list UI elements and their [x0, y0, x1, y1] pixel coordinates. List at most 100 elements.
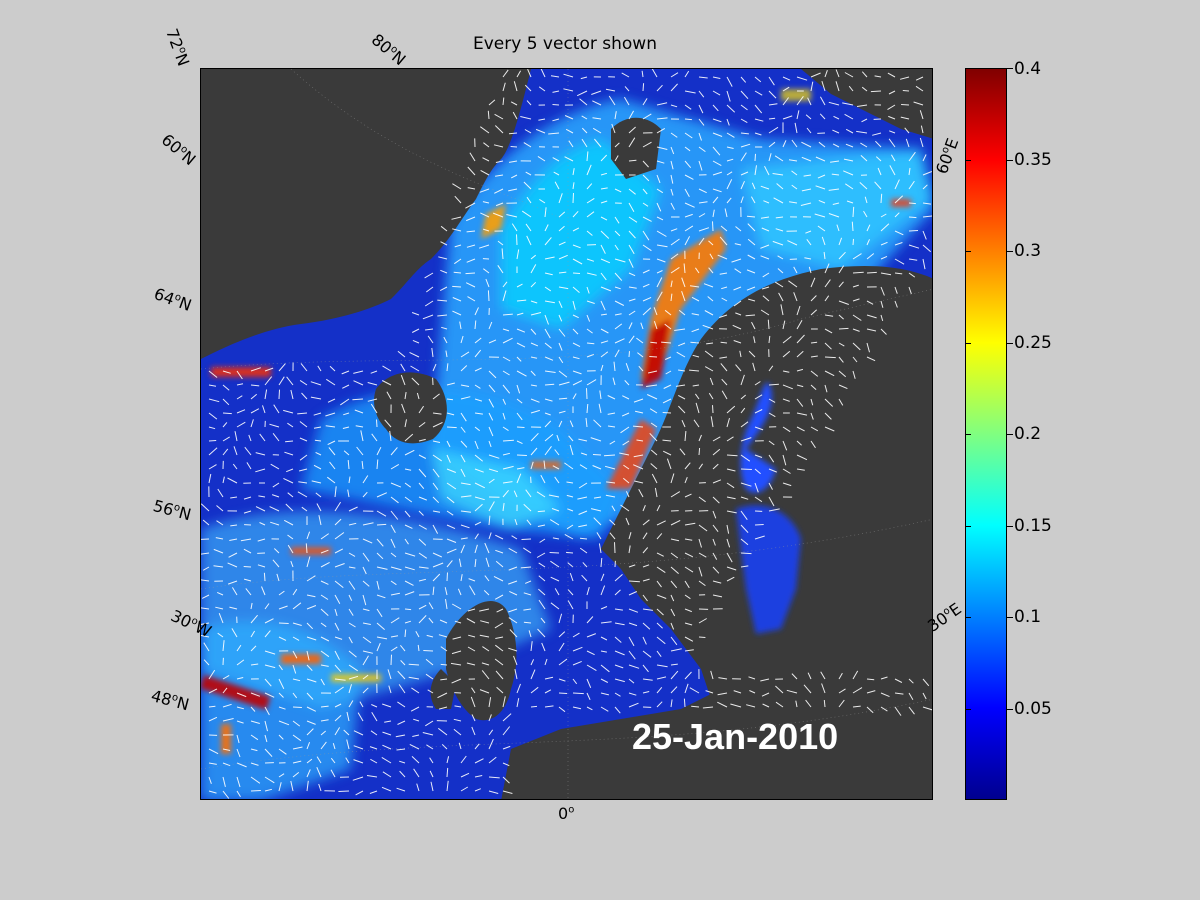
velocity-vector [791, 139, 798, 148]
velocity-vector [656, 650, 662, 657]
velocity-vector [552, 90, 560, 93]
velocity-vector [698, 434, 702, 442]
velocity-vector [320, 650, 330, 658]
velocity-vector [264, 692, 275, 698]
velocity-vector [502, 745, 511, 750]
velocity-vector [541, 642, 546, 652]
velocity-vector [748, 350, 756, 358]
velocity-vector [426, 744, 434, 750]
velocity-vector [502, 452, 511, 456]
velocity-vector [236, 692, 247, 698]
velocity-vector [347, 489, 350, 498]
velocity-vector [523, 592, 532, 596]
velocity-vector [734, 268, 742, 274]
velocity-vector [754, 76, 762, 83]
velocity-vector [684, 132, 693, 139]
velocity-vector [662, 450, 672, 456]
velocity-vector [453, 728, 462, 736]
velocity-vector [527, 69, 532, 78]
velocity-vector [824, 314, 834, 317]
velocity-vector [208, 384, 217, 387]
velocity-vector [441, 326, 448, 330]
velocity-vector [656, 608, 664, 616]
velocity-vector [474, 482, 486, 489]
velocity-vector [460, 495, 472, 498]
velocity-vector [670, 636, 678, 646]
velocity-vector [772, 173, 784, 176]
velocity-vector [740, 482, 752, 487]
velocity-vector [751, 182, 756, 190]
velocity-vector [484, 575, 490, 582]
velocity-vector [621, 72, 630, 78]
velocity-vector [712, 552, 718, 560]
velocity-vector [243, 548, 252, 554]
velocity-vector [641, 70, 644, 78]
velocity-vector [458, 742, 462, 750]
velocity-vector [398, 684, 406, 694]
velocity-vector [460, 351, 470, 358]
velocity-vector [549, 519, 560, 526]
velocity-vector [513, 490, 518, 498]
velocity-vector [712, 76, 721, 79]
velocity-vector [899, 76, 910, 80]
velocity-vector [400, 660, 406, 666]
velocity-vector [642, 678, 653, 681]
velocity-vector [516, 467, 525, 470]
velocity-vector [320, 741, 327, 750]
velocity-vector [894, 242, 903, 246]
colorbar-tick [1007, 525, 1013, 527]
velocity-vector [362, 594, 367, 606]
velocity-vector [754, 381, 761, 386]
velocity-vector [600, 650, 607, 653]
velocity-vector [782, 140, 787, 148]
velocity-vector [236, 395, 243, 400]
velocity-vector [208, 762, 217, 765]
velocity-vector [740, 118, 748, 124]
velocity-vector [297, 412, 308, 415]
velocity-vector [832, 129, 840, 134]
velocity-vector [229, 606, 238, 610]
velocity-vector [628, 272, 636, 277]
velocity-vector [628, 335, 635, 344]
velocity-vector [803, 174, 812, 177]
velocity-vector [474, 533, 479, 540]
velocity-vector [495, 636, 504, 639]
velocity-vector [651, 69, 658, 78]
velocity-vector [446, 482, 457, 490]
velocity-vector [474, 337, 482, 344]
velocity-vector [526, 100, 532, 106]
velocity-vector [278, 734, 284, 740]
velocity-vector [432, 482, 439, 490]
velocity-vector [745, 314, 756, 317]
velocity-vector [692, 354, 700, 358]
colorbar-tick-label: 0.2 [1014, 424, 1042, 444]
velocity-vector [422, 314, 434, 320]
velocity-vector [222, 790, 230, 799]
velocity-vector [726, 566, 737, 571]
velocity-vector [586, 211, 595, 218]
velocity-vector [544, 370, 556, 373]
velocity-vector [805, 230, 812, 234]
velocity-vector [488, 478, 495, 484]
velocity-vector [488, 729, 494, 736]
velocity-vector [919, 110, 924, 120]
velocity-vector [523, 608, 532, 611]
velocity-vector [880, 692, 890, 698]
velocity-vector [628, 591, 638, 596]
velocity-vector [362, 687, 369, 694]
velocity-vector [761, 227, 770, 232]
velocity-vector [698, 132, 702, 141]
velocity-vector [760, 244, 770, 249]
velocity-vector [801, 188, 812, 192]
velocity-vector [628, 636, 635, 647]
velocity-vector [586, 342, 595, 345]
velocity-vector [740, 374, 745, 386]
velocity-vector [487, 290, 490, 302]
velocity-vector [845, 183, 854, 190]
velocity-vector [642, 307, 652, 316]
velocity-vector [670, 253, 679, 260]
velocity-vector [348, 684, 352, 694]
velocity-vector [838, 370, 847, 378]
velocity-vector [452, 285, 462, 288]
velocity-vector [537, 510, 546, 513]
